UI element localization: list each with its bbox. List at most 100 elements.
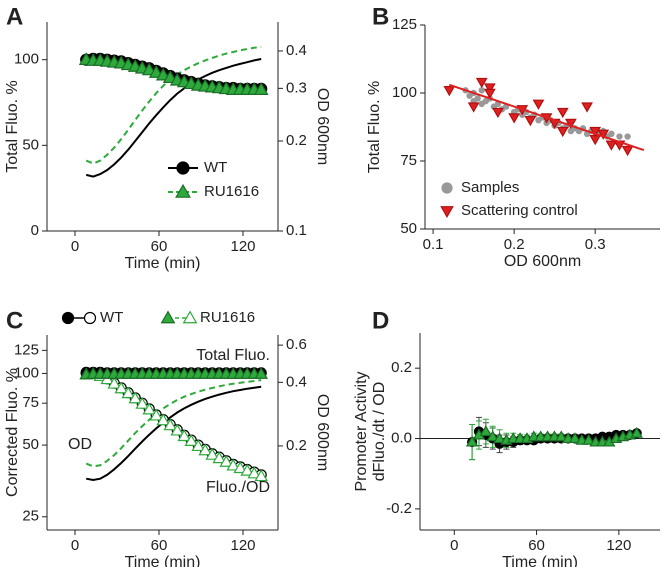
legend-marker (440, 206, 454, 218)
x-tick-label: 60 (528, 537, 545, 554)
y2-tick-label: 0.4 (286, 42, 307, 59)
marker (443, 86, 456, 97)
y-tick-label: 0 (31, 222, 39, 239)
marker (624, 133, 631, 140)
legend-label: WT (100, 309, 123, 326)
marker (170, 423, 184, 436)
y-tick-label: 75 (22, 394, 39, 411)
y2-axis-title: OD 600nm (314, 88, 331, 165)
marker (556, 107, 569, 119)
x-axis-title: Time (min) (125, 255, 201, 272)
od-line (85, 58, 262, 178)
annotation: Total Fluo. (196, 347, 270, 364)
y-tick-label: 100 (14, 51, 39, 68)
marker (205, 447, 219, 460)
y-tick-label: 0.2 (391, 359, 412, 376)
y-tick-label: 125 (14, 341, 39, 358)
y2-tick-label: 0.2 (286, 132, 307, 149)
marker (621, 145, 634, 157)
y-axis-title: Total Fluo. % (4, 80, 21, 172)
x-tick-label: 120 (606, 537, 631, 554)
marker (475, 77, 488, 89)
y-tick-label: 75 (400, 152, 417, 169)
marker (605, 140, 618, 151)
marker (474, 95, 481, 102)
marker (254, 469, 268, 482)
marker (582, 433, 595, 445)
x-axis-title: Time (min) (125, 554, 201, 567)
marker (191, 439, 205, 452)
marker (486, 430, 499, 442)
y-tick-label: 100 (392, 84, 417, 101)
legend-label: RU1616 (200, 309, 255, 326)
y-tick-label: 25 (22, 508, 39, 525)
marker (142, 402, 156, 415)
y-axis-title: Total Fluo. % (366, 81, 383, 173)
y-tick-label: 50 (400, 220, 417, 237)
marker (467, 102, 480, 113)
marker (212, 451, 226, 464)
y-tick-label: 125 (392, 16, 417, 33)
marker (556, 126, 569, 138)
marker (233, 461, 247, 474)
marker (114, 381, 128, 394)
x-tick-label: 0.3 (585, 236, 606, 253)
marker (163, 418, 177, 431)
marker (483, 88, 496, 100)
y2-tick-label: 0.4 (286, 373, 307, 390)
panel-letter: D (372, 307, 389, 334)
panel-letter: B (372, 3, 389, 30)
y-tick-label: 0.0 (391, 430, 412, 447)
y-tick-label: 100 (14, 364, 39, 381)
x-axis-title: OD 600nm (504, 253, 581, 270)
marker (568, 432, 582, 444)
marker (149, 408, 163, 421)
marker (198, 443, 212, 456)
legend-marker (182, 310, 198, 324)
fit-line (448, 83, 645, 152)
x-tick-label: 0.1 (423, 236, 444, 253)
marker (156, 413, 170, 426)
x-tick-label: 60 (151, 537, 168, 554)
y2-tick-label: 0.1 (286, 222, 307, 239)
y2-axis-title: OD 600nm (314, 394, 331, 471)
marker (253, 82, 269, 96)
marker (121, 386, 135, 399)
x-tick-label: 120 (230, 238, 255, 255)
y2-tick-label: 0.2 (286, 437, 307, 454)
x-tick-label: 60 (151, 238, 168, 255)
od-line (86, 385, 262, 482)
legend-label: WT (204, 159, 227, 176)
marker (465, 435, 479, 447)
marker (219, 454, 233, 467)
marker (479, 425, 493, 436)
marker (254, 366, 268, 379)
marker (581, 102, 593, 113)
x-tick-label: 0.2 (504, 236, 525, 253)
marker (128, 391, 142, 404)
marker (107, 376, 121, 389)
marker (630, 426, 643, 438)
legend-label: RU1616 (204, 183, 259, 200)
x-tick-label: 0 (71, 238, 79, 255)
legend-label: Samples (461, 179, 519, 196)
annotation: Fluo./OD (206, 479, 270, 496)
marker (184, 434, 198, 446)
x-tick-label: 0 (71, 537, 79, 554)
legend-marker (160, 310, 176, 324)
marker (524, 115, 537, 127)
marker (564, 118, 577, 129)
marker (508, 113, 521, 124)
marker (135, 396, 149, 409)
x-tick-label: 120 (230, 537, 255, 554)
annotation: OD (68, 436, 92, 453)
marker (608, 130, 615, 137)
marker (597, 129, 610, 140)
marker (492, 107, 504, 119)
marker (247, 466, 261, 479)
legend-marker (83, 311, 97, 325)
marker (493, 432, 506, 444)
marker (532, 99, 545, 110)
y-tick-label: 50 (22, 436, 39, 453)
